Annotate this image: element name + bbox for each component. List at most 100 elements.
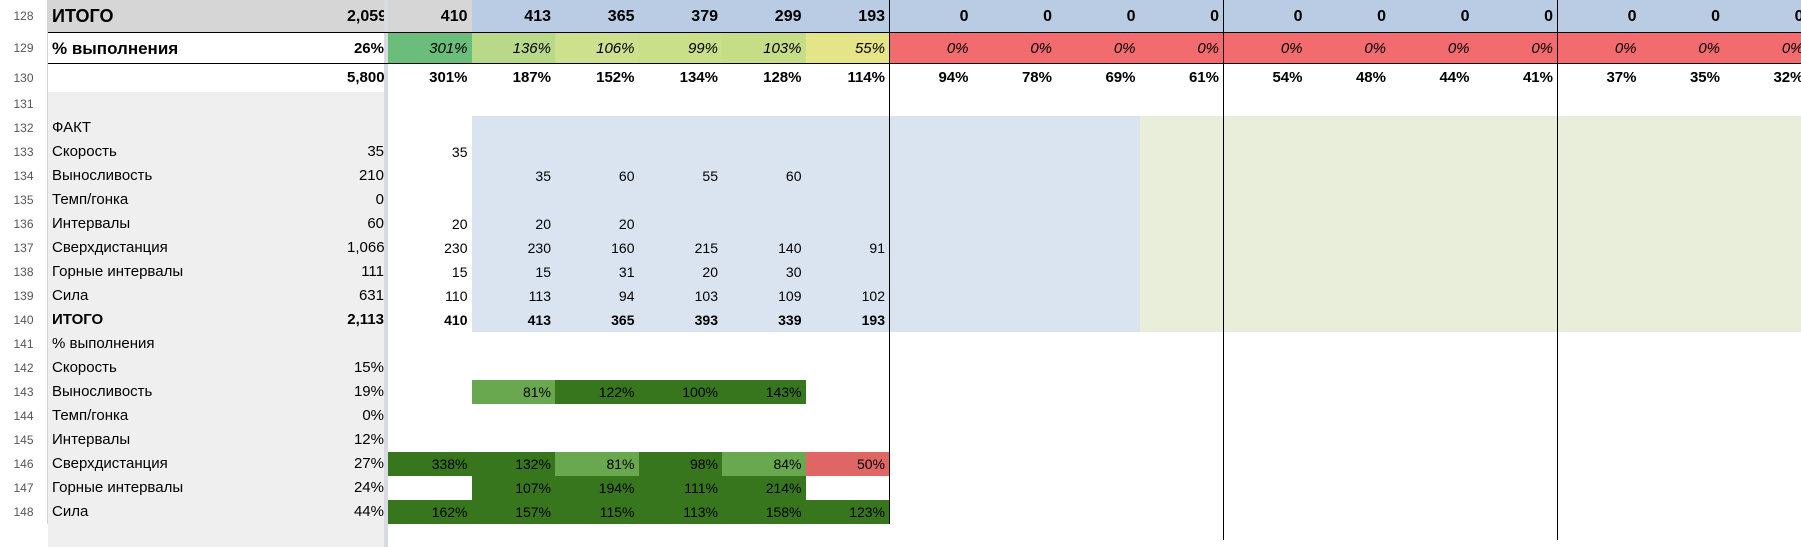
week-5-cell[interactable]: 60 xyxy=(785,168,802,184)
row-header-141[interactable]: 141 xyxy=(0,332,48,356)
week-3-cell[interactable]: 31 xyxy=(618,264,635,280)
week-14-cell[interactable]: 0 xyxy=(1473,0,1557,33)
week-6-cell[interactable]: 102 xyxy=(861,288,885,304)
row-header-135[interactable]: 135 xyxy=(0,188,48,212)
week-4-cell[interactable]: 393 xyxy=(694,312,718,328)
row-header-128[interactable]: 128 xyxy=(0,0,48,33)
total-value-cell[interactable]: 19% xyxy=(353,383,384,400)
week-3-cell[interactable]: 94 xyxy=(618,288,635,304)
week-2-cell[interactable]: 107% xyxy=(471,476,555,500)
week-3-cell[interactable]: 115% xyxy=(555,500,639,524)
week-4-cell[interactable]: 379 xyxy=(638,0,722,33)
frozen-column-divider[interactable] xyxy=(384,0,388,547)
week-6-cell[interactable]: 50% xyxy=(805,452,889,476)
week-3-cell[interactable]: 20 xyxy=(618,216,635,232)
week-6-cell[interactable]: 55% xyxy=(805,33,889,64)
week-5-cell[interactable]: 143% xyxy=(722,380,806,404)
row-label-cell[interactable]: Сила xyxy=(52,503,89,520)
week-2-cell[interactable]: 113 xyxy=(528,288,551,304)
week-8-cell[interactable]: 0 xyxy=(972,0,1056,33)
week-1-cell[interactable] xyxy=(388,476,472,500)
week-6-cell[interactable]: 123% xyxy=(805,500,889,524)
week-9-cell[interactable]: 69% xyxy=(1105,69,1136,86)
week-3-cell[interactable]: 160 xyxy=(611,240,635,256)
row-label-cell[interactable]: ИТОГО xyxy=(52,311,104,328)
week-3-cell[interactable]: 365 xyxy=(555,0,639,33)
week-1-cell[interactable]: 410 xyxy=(444,312,468,328)
row-label-cell[interactable]: Выносливость xyxy=(52,167,153,184)
row-header-142[interactable]: 142 xyxy=(0,356,48,380)
week-10-cell[interactable]: 0% xyxy=(1139,33,1223,64)
total-value-cell[interactable]: 2,113 xyxy=(347,311,384,328)
row-header-147[interactable]: 147 xyxy=(0,476,48,500)
row-label-cell[interactable]: ИТОГО xyxy=(48,0,343,33)
week-16-cell[interactable]: 0 xyxy=(1640,0,1724,33)
week-5-cell[interactable]: 84% xyxy=(722,452,806,476)
row-label-cell[interactable]: Интервалы xyxy=(52,215,131,232)
week-2-cell[interactable]: 187% xyxy=(512,69,551,86)
week-15-cell[interactable]: 0 xyxy=(1557,0,1641,33)
week-17-cell[interactable]: 32% xyxy=(1773,69,1801,86)
row-header-145[interactable]: 145 xyxy=(0,428,48,452)
week-4-cell[interactable]: 100% xyxy=(638,380,722,404)
week-9-cell[interactable]: 0% xyxy=(1056,33,1140,64)
row-header-140[interactable]: 140 xyxy=(0,308,48,332)
total-value-cell[interactable]: 2,059 xyxy=(343,0,388,33)
row-label-cell[interactable] xyxy=(48,92,343,116)
week-3-cell[interactable]: 60 xyxy=(618,168,635,184)
row-header-132[interactable]: 132 xyxy=(0,116,48,140)
total-value-cell[interactable]: 111 xyxy=(361,263,384,280)
week-4-cell[interactable]: 113% xyxy=(638,500,722,524)
row-header-146[interactable]: 146 xyxy=(0,452,48,476)
week-12-cell[interactable]: 48% xyxy=(1355,69,1386,86)
week-6-cell[interactable]: 114% xyxy=(847,69,885,86)
row-header-138[interactable]: 138 xyxy=(0,260,48,284)
row-label-cell[interactable]: Горные интервалы xyxy=(52,263,184,280)
week-16-cell[interactable]: 0% xyxy=(1640,33,1724,64)
week-4-cell[interactable]: 103 xyxy=(694,288,718,304)
week-12-cell[interactable]: 0 xyxy=(1306,0,1390,33)
week-2-cell[interactable]: 15 xyxy=(535,264,551,280)
row-label-cell[interactable]: Интервалы xyxy=(52,431,131,448)
total-value-cell[interactable]: 27% xyxy=(353,455,384,472)
total-value-cell[interactable]: 35 xyxy=(367,143,384,160)
row-label-cell[interactable]: Горные интервалы xyxy=(52,479,184,496)
week-2-cell[interactable]: 136% xyxy=(471,33,555,64)
week-15-cell[interactable]: 37% xyxy=(1606,69,1637,86)
total-value-cell[interactable]: 0% xyxy=(362,407,384,424)
week-1-cell[interactable]: 301% xyxy=(429,69,468,86)
week-14-cell[interactable]: 41% xyxy=(1522,69,1553,86)
row-header-139[interactable]: 139 xyxy=(0,284,48,308)
week-2-cell[interactable]: 157% xyxy=(471,500,555,524)
week-10-cell[interactable]: 61% xyxy=(1188,69,1219,86)
week-14-cell[interactable]: 0% xyxy=(1473,33,1557,64)
row-label-cell[interactable]: % выполнения xyxy=(52,335,155,352)
week-3-cell[interactable]: 81% xyxy=(555,452,639,476)
total-value-cell[interactable] xyxy=(343,92,388,116)
week-11-cell[interactable]: 54% xyxy=(1272,69,1303,86)
row-label-cell[interactable]: Сверхдистанция xyxy=(52,455,168,472)
row-label-cell[interactable] xyxy=(48,64,343,92)
week-4-cell[interactable]: 215 xyxy=(694,240,718,256)
row-label-cell[interactable]: ФАКТ xyxy=(52,119,91,136)
week-17-cell[interactable]: 0% xyxy=(1724,33,1801,64)
week-13-cell[interactable]: 44% xyxy=(1439,69,1470,86)
week-1-cell[interactable]: 35 xyxy=(451,144,468,160)
week-17-cell[interactable]: 0 xyxy=(1724,0,1801,33)
week-5-cell[interactable]: 299 xyxy=(722,0,806,33)
week-2-cell[interactable]: 230 xyxy=(527,240,551,256)
week-4-cell[interactable]: 134% xyxy=(679,69,718,86)
total-value-cell[interactable] xyxy=(343,332,388,356)
week-1-cell[interactable]: 15 xyxy=(451,264,468,280)
week-3-cell[interactable]: 194% xyxy=(555,476,639,500)
week-4-cell[interactable]: 99% xyxy=(638,33,722,64)
row-label-cell[interactable]: Сила xyxy=(52,287,89,304)
week-2-cell[interactable]: 132% xyxy=(471,452,555,476)
week-5-cell[interactable]: 140 xyxy=(778,240,802,256)
week-4-cell[interactable]: 55 xyxy=(702,168,718,184)
week-2-cell[interactable]: 20 xyxy=(535,216,551,232)
week-1-cell[interactable]: 410 xyxy=(388,0,472,33)
week-5-cell[interactable]: 30 xyxy=(785,264,802,280)
week-10-cell[interactable]: 0 xyxy=(1139,0,1223,33)
week-9-cell[interactable]: 0 xyxy=(1056,0,1140,33)
